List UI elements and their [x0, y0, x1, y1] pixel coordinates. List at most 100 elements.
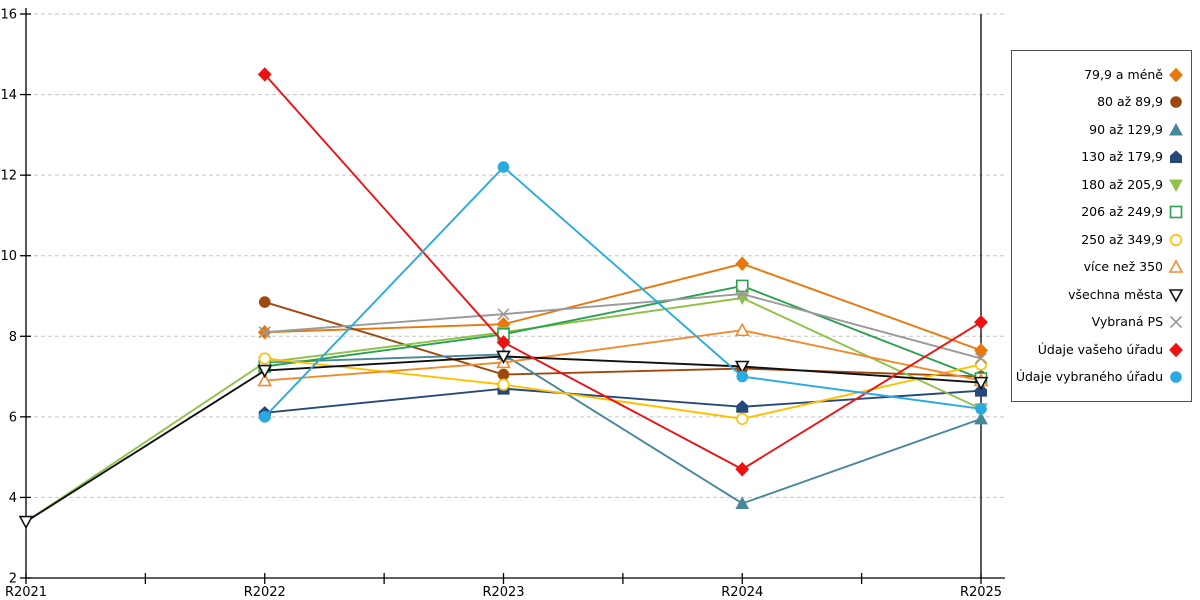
y-tick-label: 8 — [9, 330, 17, 345]
legend-label: 79,9 a méně — [1084, 66, 1163, 82]
triangle-down-marker — [973, 376, 989, 391]
legend-item: více než 350 — [1016, 259, 1184, 275]
legend-label: všechna města — [1068, 286, 1163, 302]
x-tick-label: R2022 — [244, 585, 286, 600]
circle-marker — [736, 370, 749, 383]
diamond-marker — [735, 462, 750, 477]
diamond-marker — [974, 343, 988, 358]
legend-marker-icon — [1170, 371, 1182, 384]
x-marker — [258, 326, 271, 339]
x-marker — [1169, 316, 1183, 329]
legend-marker-icon — [1169, 179, 1183, 192]
y-tick-label: 10 — [0, 249, 17, 264]
legend-item: 90 až 129,9 — [1016, 122, 1184, 138]
series-line — [264, 165, 982, 418]
triangle-down-marker — [1168, 288, 1184, 303]
legend-label: více než 350 — [1083, 259, 1163, 274]
x-marker — [974, 352, 988, 365]
circle-marker — [258, 352, 271, 365]
triangle-up-marker — [974, 411, 988, 425]
y-tick-label: 16 — [0, 8, 17, 23]
circle-marker — [1169, 233, 1183, 246]
legend-marker-icon — [1170, 96, 1182, 109]
circle-marker — [497, 368, 510, 381]
legend-label: Vybraná PS — [1091, 314, 1163, 329]
legend-label: 180 až 205,9 — [1081, 176, 1163, 192]
triangle-up-marker — [734, 322, 750, 337]
series--daje-vybran-ho-adu — [258, 161, 987, 423]
circle-marker — [974, 358, 988, 371]
circle-marker — [1170, 96, 1182, 109]
x-tick-label: R2024 — [721, 585, 763, 600]
legend-label: 80 až 89,9 — [1097, 94, 1163, 109]
series-line — [264, 329, 982, 382]
legend-marker-icon — [1170, 150, 1182, 164]
legend-item: 80 až 89,9 — [1016, 94, 1184, 110]
series-v-echna-m-sta — [18, 350, 989, 530]
series-line — [264, 73, 982, 471]
series--daje-va-eho-adu — [257, 67, 988, 477]
circle-marker — [736, 412, 749, 425]
pentagon-marker — [1170, 150, 1182, 164]
triangle-down-marker — [496, 350, 511, 365]
series-line — [264, 262, 982, 352]
circle-marker — [497, 161, 510, 173]
legend-item: všechna města — [1016, 287, 1184, 303]
circle-marker — [258, 296, 271, 308]
legend-marker-icon — [1169, 122, 1183, 136]
legend-marker-icon — [1169, 316, 1183, 329]
legend-item: Vybraná PS — [1016, 314, 1184, 330]
diamond-marker — [735, 256, 750, 271]
pentagon-marker — [975, 383, 987, 397]
legend-marker-icon — [1168, 259, 1184, 274]
circle-marker — [1170, 371, 1182, 384]
y-tick-label: 14 — [0, 88, 17, 103]
legend-item: 130 až 179,9 — [1016, 149, 1184, 165]
diamond-marker — [257, 67, 272, 82]
legend-item: 180 až 205,9 — [1016, 177, 1184, 193]
legend-item: 206 až 249,9 — [1016, 204, 1184, 220]
x-tick-label: R2025 — [960, 585, 1002, 600]
legend-item: 250 až 349,9 — [1016, 232, 1184, 248]
legend-marker-icon — [1169, 67, 1183, 82]
legend: 79,9 a méně 80 až 89,9 90 až 129,9 130 až 1… — [1011, 50, 1192, 402]
diamond-marker — [1169, 67, 1183, 82]
y-tick-label: 12 — [0, 169, 17, 184]
series-206-a-249-9 — [258, 279, 988, 385]
y-tick-label: 2 — [9, 572, 17, 587]
series-vybran-ps — [258, 287, 988, 365]
legend-label: 90 až 129,9 — [1089, 121, 1163, 137]
circle-marker — [497, 378, 510, 391]
legend-marker-icon — [1169, 205, 1183, 219]
legend-marker-icon — [1168, 288, 1184, 303]
legend-marker-icon — [1169, 233, 1183, 246]
legend-label: 206 až 249,9 — [1081, 204, 1163, 219]
square-marker — [735, 279, 749, 293]
triangle-up-marker — [1168, 259, 1184, 274]
diamond-marker — [974, 314, 988, 330]
circle-marker — [975, 403, 987, 415]
legend-label: 130 až 179,9 — [1081, 149, 1163, 164]
x-marker — [736, 287, 749, 301]
triangle-up-marker — [735, 496, 750, 509]
y-tick-label: 6 — [9, 410, 17, 425]
series-line — [264, 293, 982, 360]
triangle-down-marker — [1169, 179, 1183, 192]
legend-marker-icon — [1169, 342, 1183, 357]
legend-label: 250 až 349,9 — [1081, 231, 1163, 247]
series-line — [264, 284, 982, 380]
legend-item: Údaje vybraného úřadu — [1016, 369, 1184, 385]
x-tick-label: R2023 — [482, 585, 524, 600]
x-marker — [497, 308, 510, 321]
diamond-marker — [496, 335, 511, 350]
legend-item: Údaje vašeho úřadu — [1016, 342, 1184, 358]
circle-marker — [258, 411, 271, 423]
triangle-up-marker — [1169, 122, 1183, 136]
triangle-down-marker — [257, 364, 273, 379]
series-line — [264, 387, 982, 414]
series-line — [264, 353, 982, 505]
legend-item: 79,9 a méně — [1016, 67, 1184, 83]
x-tick-label: R2021 — [5, 585, 47, 600]
